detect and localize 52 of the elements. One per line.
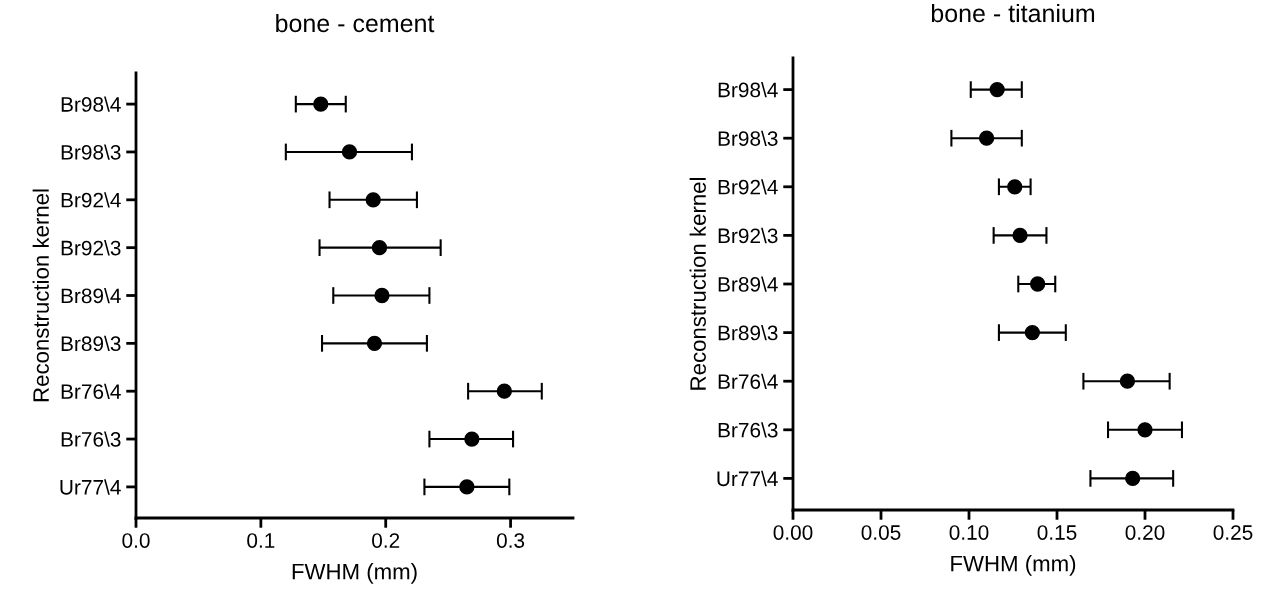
point [1119,373,1136,389]
point [313,96,329,112]
point [464,431,480,447]
x-tick-label: 0.15 [1037,525,1077,540]
y-tick-label: Br98\3 [718,130,778,146]
y-tick-label: Br98\3 [61,144,121,160]
point [374,287,390,304]
x-tick-label: 0.25 [1213,525,1253,540]
y-tick-label: Br92\3 [718,227,778,244]
point [459,479,475,495]
y-tick-label: Br92\4 [61,192,121,208]
chart-title: bone - titanium [931,3,1095,23]
x-tick-label: 0.00 [773,525,813,540]
x-tick-label: 0.0 [122,533,150,548]
y-tick-label: Br89\4 [61,287,121,304]
point [496,383,512,399]
point [365,192,381,208]
point [341,144,358,160]
x-tick-label: 0.05 [861,525,901,540]
point [978,130,995,146]
x-tick-label: 0.3 [496,533,525,548]
x-axis-title: FWHM (mm) [292,563,417,584]
y-tick-label: Br98\4 [61,96,121,112]
point [1012,227,1028,244]
y-tick-label: Br92\3 [61,240,121,256]
y-tick-label: Br98\4 [718,82,778,98]
x-tick-label: 0.10 [949,525,989,540]
point [1024,324,1040,341]
x-tick-label: 0.2 [372,533,400,548]
y-tick-label: Br76\3 [61,431,121,447]
y-tick-label: Br76\4 [718,373,778,389]
x-axis-title: FWHM (mm) [951,555,1076,576]
y-axis-title: Reconstruction kernel [689,178,706,390]
y-tick-label: Br89\4 [718,276,778,292]
point [1030,276,1046,292]
y-tick-label: Br76\3 [718,422,778,438]
y-tick-label: Br76\4 [61,383,121,399]
y-tick-label: Br89\3 [61,335,121,352]
x-tick-label: 0.1 [247,533,275,548]
chart-title: bone - cement [276,13,435,33]
point [989,81,1005,98]
y-tick-label: Br89\3 [718,325,778,341]
x-tick-label: 0.20 [1125,525,1165,540]
y-tick-label: Br92\4 [718,179,778,195]
y-tick-label: Ur77\4 [60,479,121,495]
point [366,335,383,351]
point [1125,470,1141,487]
y-axis-title: Reconstruction kernel [32,189,49,402]
point [1137,422,1153,438]
point [371,240,388,256]
y-tick-label: Ur77\4 [717,470,778,487]
point [1007,179,1023,195]
